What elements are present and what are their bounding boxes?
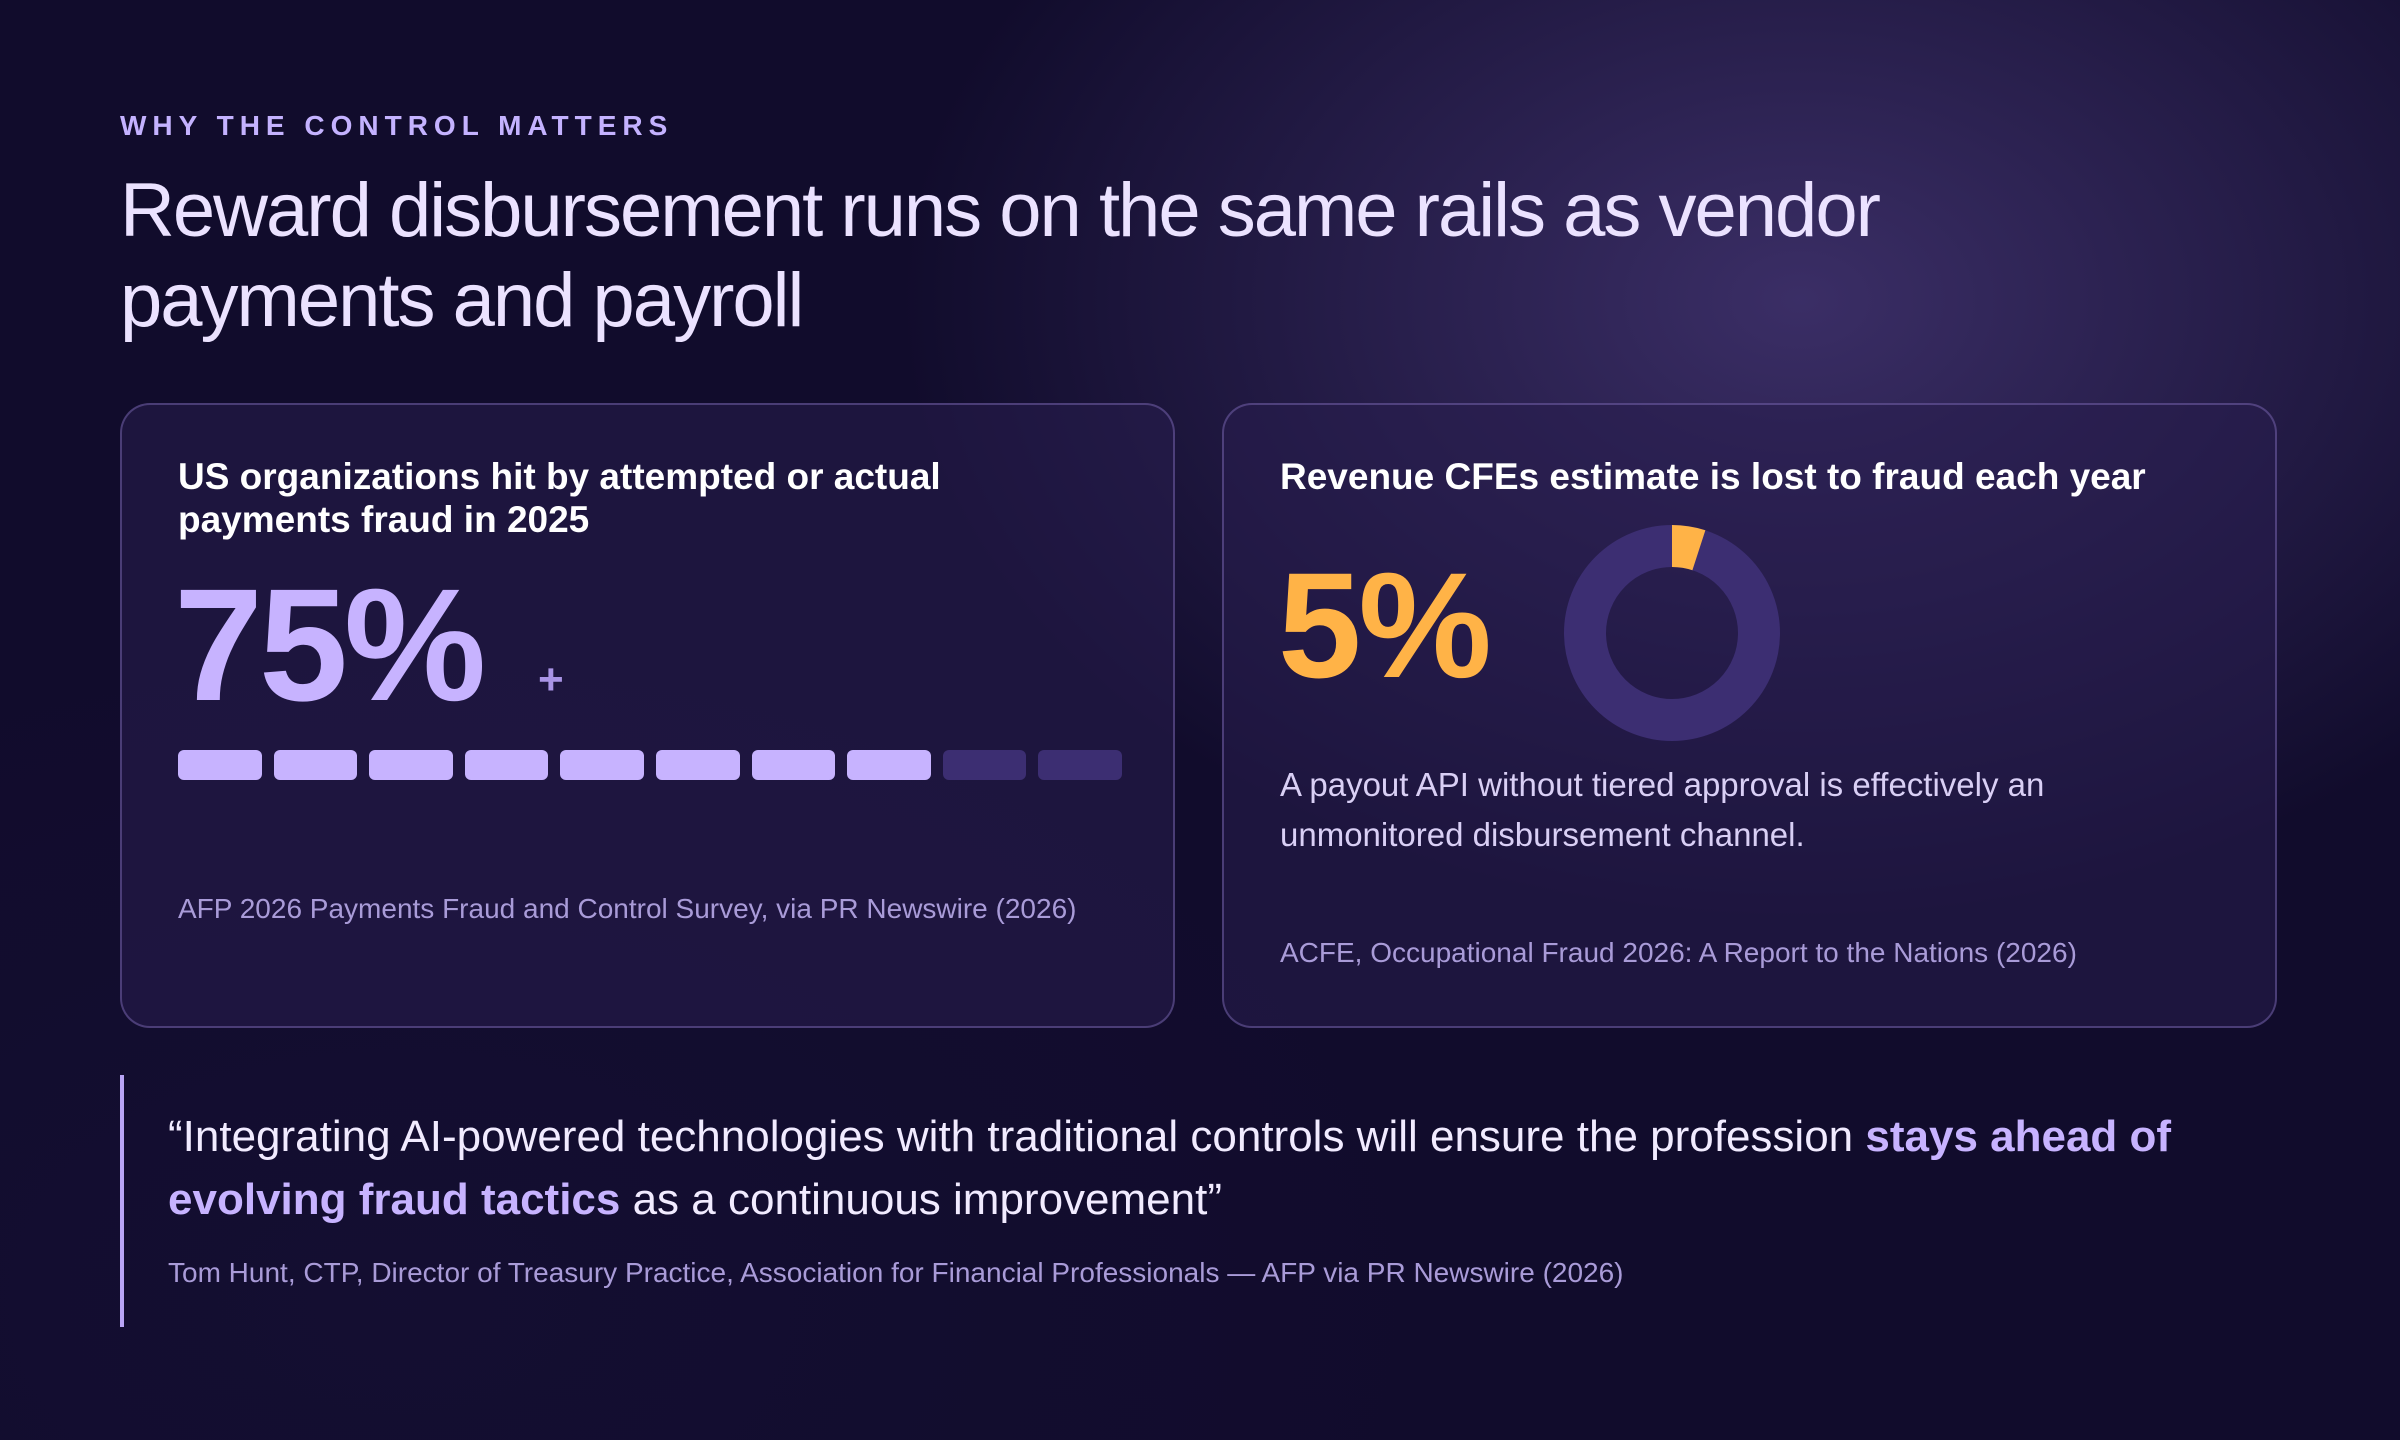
quote-attribution: Tom Hunt, CTP, Director of Treasury Prac… (168, 1257, 1624, 1288)
card-title: Revenue CFEs estimate is lost to fraud e… (1280, 456, 2146, 497)
donut-slice (1671, 525, 1706, 571)
revenue-loss-donut (1564, 525, 1780, 741)
card-title: US organizations hit by attempted or act… (178, 456, 941, 540)
card-body-text: A payout API without tiered approval is … (1280, 766, 2045, 853)
incidence-stat: 75% (174, 555, 486, 734)
quote-text: “Integrating AI-powered technologies wit… (168, 1105, 2268, 1231)
segment-filled (847, 750, 931, 780)
card-source: AFP 2026 Payments Fraud and Control Surv… (178, 893, 1077, 924)
section-eyebrow: WHY THE CONTROL MATTERS (120, 110, 674, 141)
testimonial-quote: “Integrating AI-powered technologies wit… (120, 1075, 2284, 1327)
stat-plus-sign: + (538, 655, 564, 704)
quote-emphasis: stays ahead of evolving fraud tactics (168, 1112, 2172, 1224)
card-source: ACFE, Occupational Fraud 2026: A Report … (1280, 937, 2077, 968)
segment-progress-bar (178, 750, 1122, 780)
fraud-incidence-card: US organizations hit by attempted or act… (120, 403, 1175, 1028)
segment-filled (273, 750, 358, 780)
page-title: Reward disbursement runs on the same rai… (120, 168, 1881, 343)
segment-filled (178, 750, 262, 780)
quote-text-start: “Integrating AI-powered technologies wit… (168, 1112, 1866, 1161)
revenue-loss-card: Revenue CFEs estimate is lost to fraud e… (1222, 403, 2277, 1028)
segment-filled (560, 750, 644, 780)
quote-text-end: as a continuous improvement” (620, 1175, 1222, 1224)
segment-empty (942, 750, 1027, 780)
segment-empty (1038, 750, 1122, 780)
segment-filled (369, 750, 453, 780)
segment-filled (464, 750, 549, 780)
donut-track (1564, 525, 1780, 741)
segment-filled (751, 750, 836, 780)
segment-filled (655, 750, 740, 780)
revenue-loss-stat: 5% (1278, 541, 1492, 709)
